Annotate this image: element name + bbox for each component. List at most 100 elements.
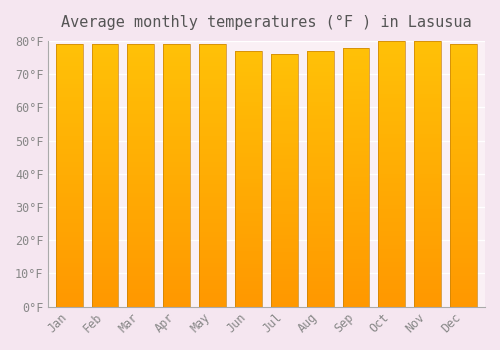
- Bar: [199, 184, 226, 189]
- Bar: [342, 112, 369, 117]
- Bar: [414, 41, 441, 307]
- Bar: [128, 132, 154, 136]
- Bar: [56, 123, 82, 127]
- Bar: [92, 298, 118, 302]
- Bar: [164, 184, 190, 189]
- Bar: [378, 68, 405, 72]
- Bar: [342, 285, 369, 289]
- Bar: [199, 219, 226, 223]
- Bar: [56, 158, 82, 162]
- Bar: [56, 302, 82, 307]
- Bar: [271, 163, 297, 168]
- Bar: [56, 193, 82, 197]
- Bar: [414, 280, 441, 285]
- Bar: [414, 41, 441, 46]
- Bar: [414, 236, 441, 240]
- Bar: [235, 281, 262, 285]
- Bar: [128, 223, 154, 228]
- Bar: [378, 125, 405, 130]
- Bar: [92, 280, 118, 285]
- Bar: [92, 289, 118, 293]
- Bar: [92, 263, 118, 267]
- Bar: [56, 258, 82, 263]
- Bar: [56, 53, 82, 57]
- Bar: [378, 41, 405, 307]
- Bar: [128, 145, 154, 149]
- Bar: [92, 114, 118, 119]
- Bar: [450, 84, 477, 88]
- Bar: [128, 272, 154, 276]
- Bar: [450, 149, 477, 154]
- Bar: [342, 229, 369, 233]
- Bar: [414, 298, 441, 302]
- Bar: [92, 97, 118, 101]
- Bar: [342, 233, 369, 237]
- Bar: [235, 93, 262, 98]
- Bar: [199, 293, 226, 298]
- Bar: [306, 191, 334, 196]
- Bar: [450, 228, 477, 232]
- Bar: [128, 136, 154, 140]
- Bar: [271, 130, 297, 134]
- Bar: [56, 92, 82, 97]
- Bar: [199, 44, 226, 307]
- Bar: [414, 227, 441, 231]
- Bar: [92, 75, 118, 79]
- Bar: [128, 258, 154, 263]
- Bar: [92, 119, 118, 123]
- Bar: [414, 134, 441, 138]
- Bar: [271, 260, 297, 265]
- Bar: [199, 167, 226, 171]
- Bar: [128, 140, 154, 145]
- Bar: [164, 158, 190, 162]
- Bar: [199, 263, 226, 267]
- Bar: [378, 240, 405, 245]
- Bar: [235, 123, 262, 127]
- Bar: [306, 234, 334, 238]
- Bar: [56, 154, 82, 158]
- Bar: [414, 50, 441, 54]
- Bar: [128, 180, 154, 184]
- Bar: [92, 158, 118, 162]
- Bar: [56, 232, 82, 237]
- Bar: [450, 167, 477, 171]
- Bar: [199, 49, 226, 53]
- Bar: [199, 298, 226, 302]
- Bar: [450, 154, 477, 158]
- Bar: [306, 272, 334, 277]
- Bar: [199, 66, 226, 70]
- Bar: [56, 184, 82, 189]
- Bar: [271, 147, 297, 151]
- Bar: [414, 46, 441, 50]
- Bar: [342, 211, 369, 216]
- Bar: [306, 51, 334, 307]
- Bar: [342, 281, 369, 285]
- Bar: [56, 250, 82, 254]
- Bar: [199, 180, 226, 184]
- Bar: [450, 127, 477, 132]
- Bar: [56, 79, 82, 84]
- Bar: [56, 180, 82, 184]
- Bar: [306, 162, 334, 166]
- Bar: [56, 289, 82, 293]
- Bar: [306, 140, 334, 145]
- Bar: [56, 171, 82, 175]
- Bar: [235, 140, 262, 145]
- Bar: [342, 242, 369, 246]
- Bar: [342, 86, 369, 91]
- Bar: [342, 255, 369, 259]
- Bar: [271, 290, 297, 294]
- Bar: [235, 51, 262, 55]
- Bar: [450, 88, 477, 92]
- Bar: [164, 254, 190, 258]
- Bar: [271, 142, 297, 147]
- Bar: [92, 206, 118, 210]
- Bar: [271, 109, 297, 113]
- Bar: [306, 179, 334, 183]
- Bar: [164, 110, 190, 114]
- Bar: [414, 289, 441, 293]
- Bar: [306, 98, 334, 102]
- Bar: [128, 267, 154, 272]
- Bar: [414, 231, 441, 236]
- Bar: [199, 228, 226, 232]
